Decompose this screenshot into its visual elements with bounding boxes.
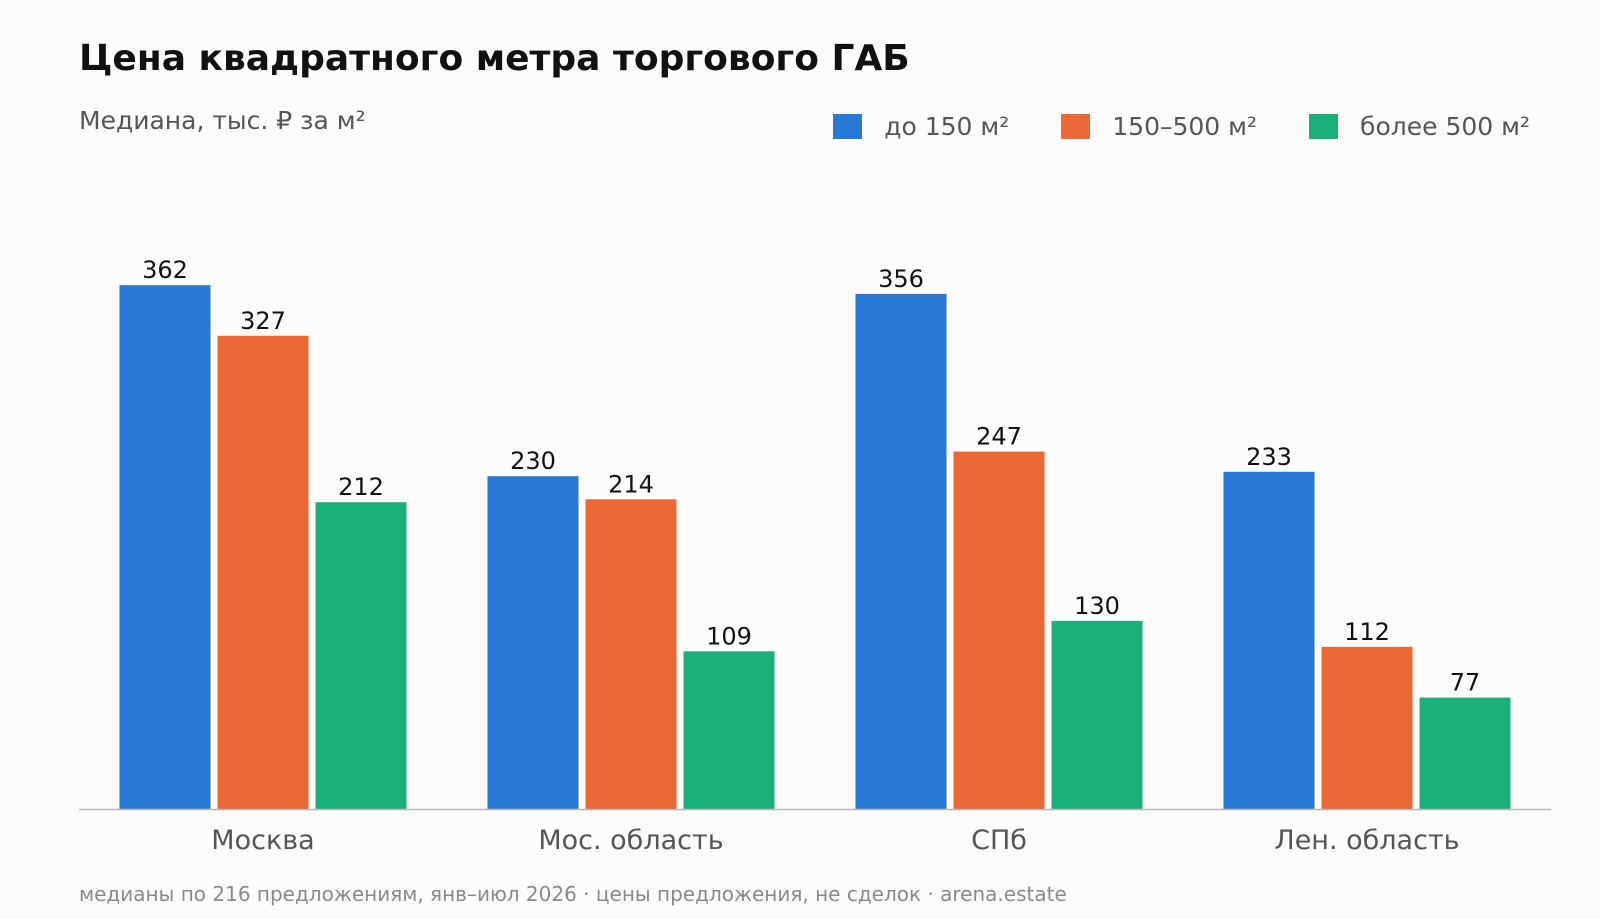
- bar-2-series-0: [855, 293, 947, 809]
- bar-2-series-2: [1051, 620, 1143, 809]
- footnote: медианы по 216 предложениям, янв–июл 202…: [79, 882, 1067, 906]
- legend-item-series-2: более 500 м²: [1309, 112, 1530, 141]
- category-label-3: Лен. область: [1274, 825, 1459, 856]
- category-label-2: СПб: [971, 825, 1027, 856]
- bar-1-series-1: [585, 499, 677, 809]
- chart-title: Цена квадратного метра торгового ГАБ: [79, 38, 910, 79]
- bar-value-label-2-series-2: 130: [1074, 592, 1120, 620]
- bar-2-series-1: [953, 451, 1045, 809]
- legend-item-series-0: до 150 м²: [833, 112, 1009, 141]
- bar-3-series-0: [1223, 471, 1315, 809]
- bar-3-series-1: [1321, 646, 1413, 809]
- bar-value-label-0-series-0: 362: [142, 256, 188, 284]
- bar-value-label-3-series-2: 77: [1450, 669, 1481, 697]
- bar-value-label-1-series-0: 230: [510, 447, 556, 475]
- bar-3-series-2: [1419, 697, 1511, 809]
- bar-value-label-0-series-2: 212: [338, 473, 384, 501]
- bar-value-label-2-series-1: 247: [976, 423, 1022, 451]
- bar-1-series-2: [683, 651, 775, 809]
- bar-value-label-2-series-0: 356: [878, 265, 924, 293]
- bar-1-series-0: [487, 476, 579, 809]
- category-label-0: Москва: [211, 825, 314, 856]
- bar-0-series-1: [217, 335, 309, 809]
- bar-0-series-0: [119, 285, 211, 809]
- legend-label-series-0: до 150 м²: [884, 112, 1010, 141]
- legend-item-series-1: 150–500 м²: [1061, 112, 1257, 141]
- bar-value-label-3-series-0: 233: [1246, 443, 1292, 471]
- bar-value-label-3-series-1: 112: [1344, 618, 1390, 646]
- chart-subtitle: Медиана, тыс. ₽ за м²: [79, 106, 366, 135]
- legend-swatch-series-1: [1061, 114, 1091, 139]
- category-label-1: Мос. область: [538, 825, 723, 856]
- bar-value-label-1-series-1: 214: [608, 470, 654, 498]
- legend-label-series-2: более 500 м²: [1360, 112, 1530, 141]
- bar-value-label-1-series-2: 109: [706, 622, 752, 650]
- legend-swatch-series-2: [1309, 114, 1339, 139]
- bar-0-series-2: [315, 502, 407, 809]
- legend-swatch-series-0: [833, 114, 863, 139]
- legend: до 150 м² 150–500 м² более 500 м²: [833, 112, 1530, 141]
- bar-value-label-0-series-1: 327: [240, 307, 286, 335]
- legend-label-series-1: 150–500 м²: [1112, 112, 1258, 141]
